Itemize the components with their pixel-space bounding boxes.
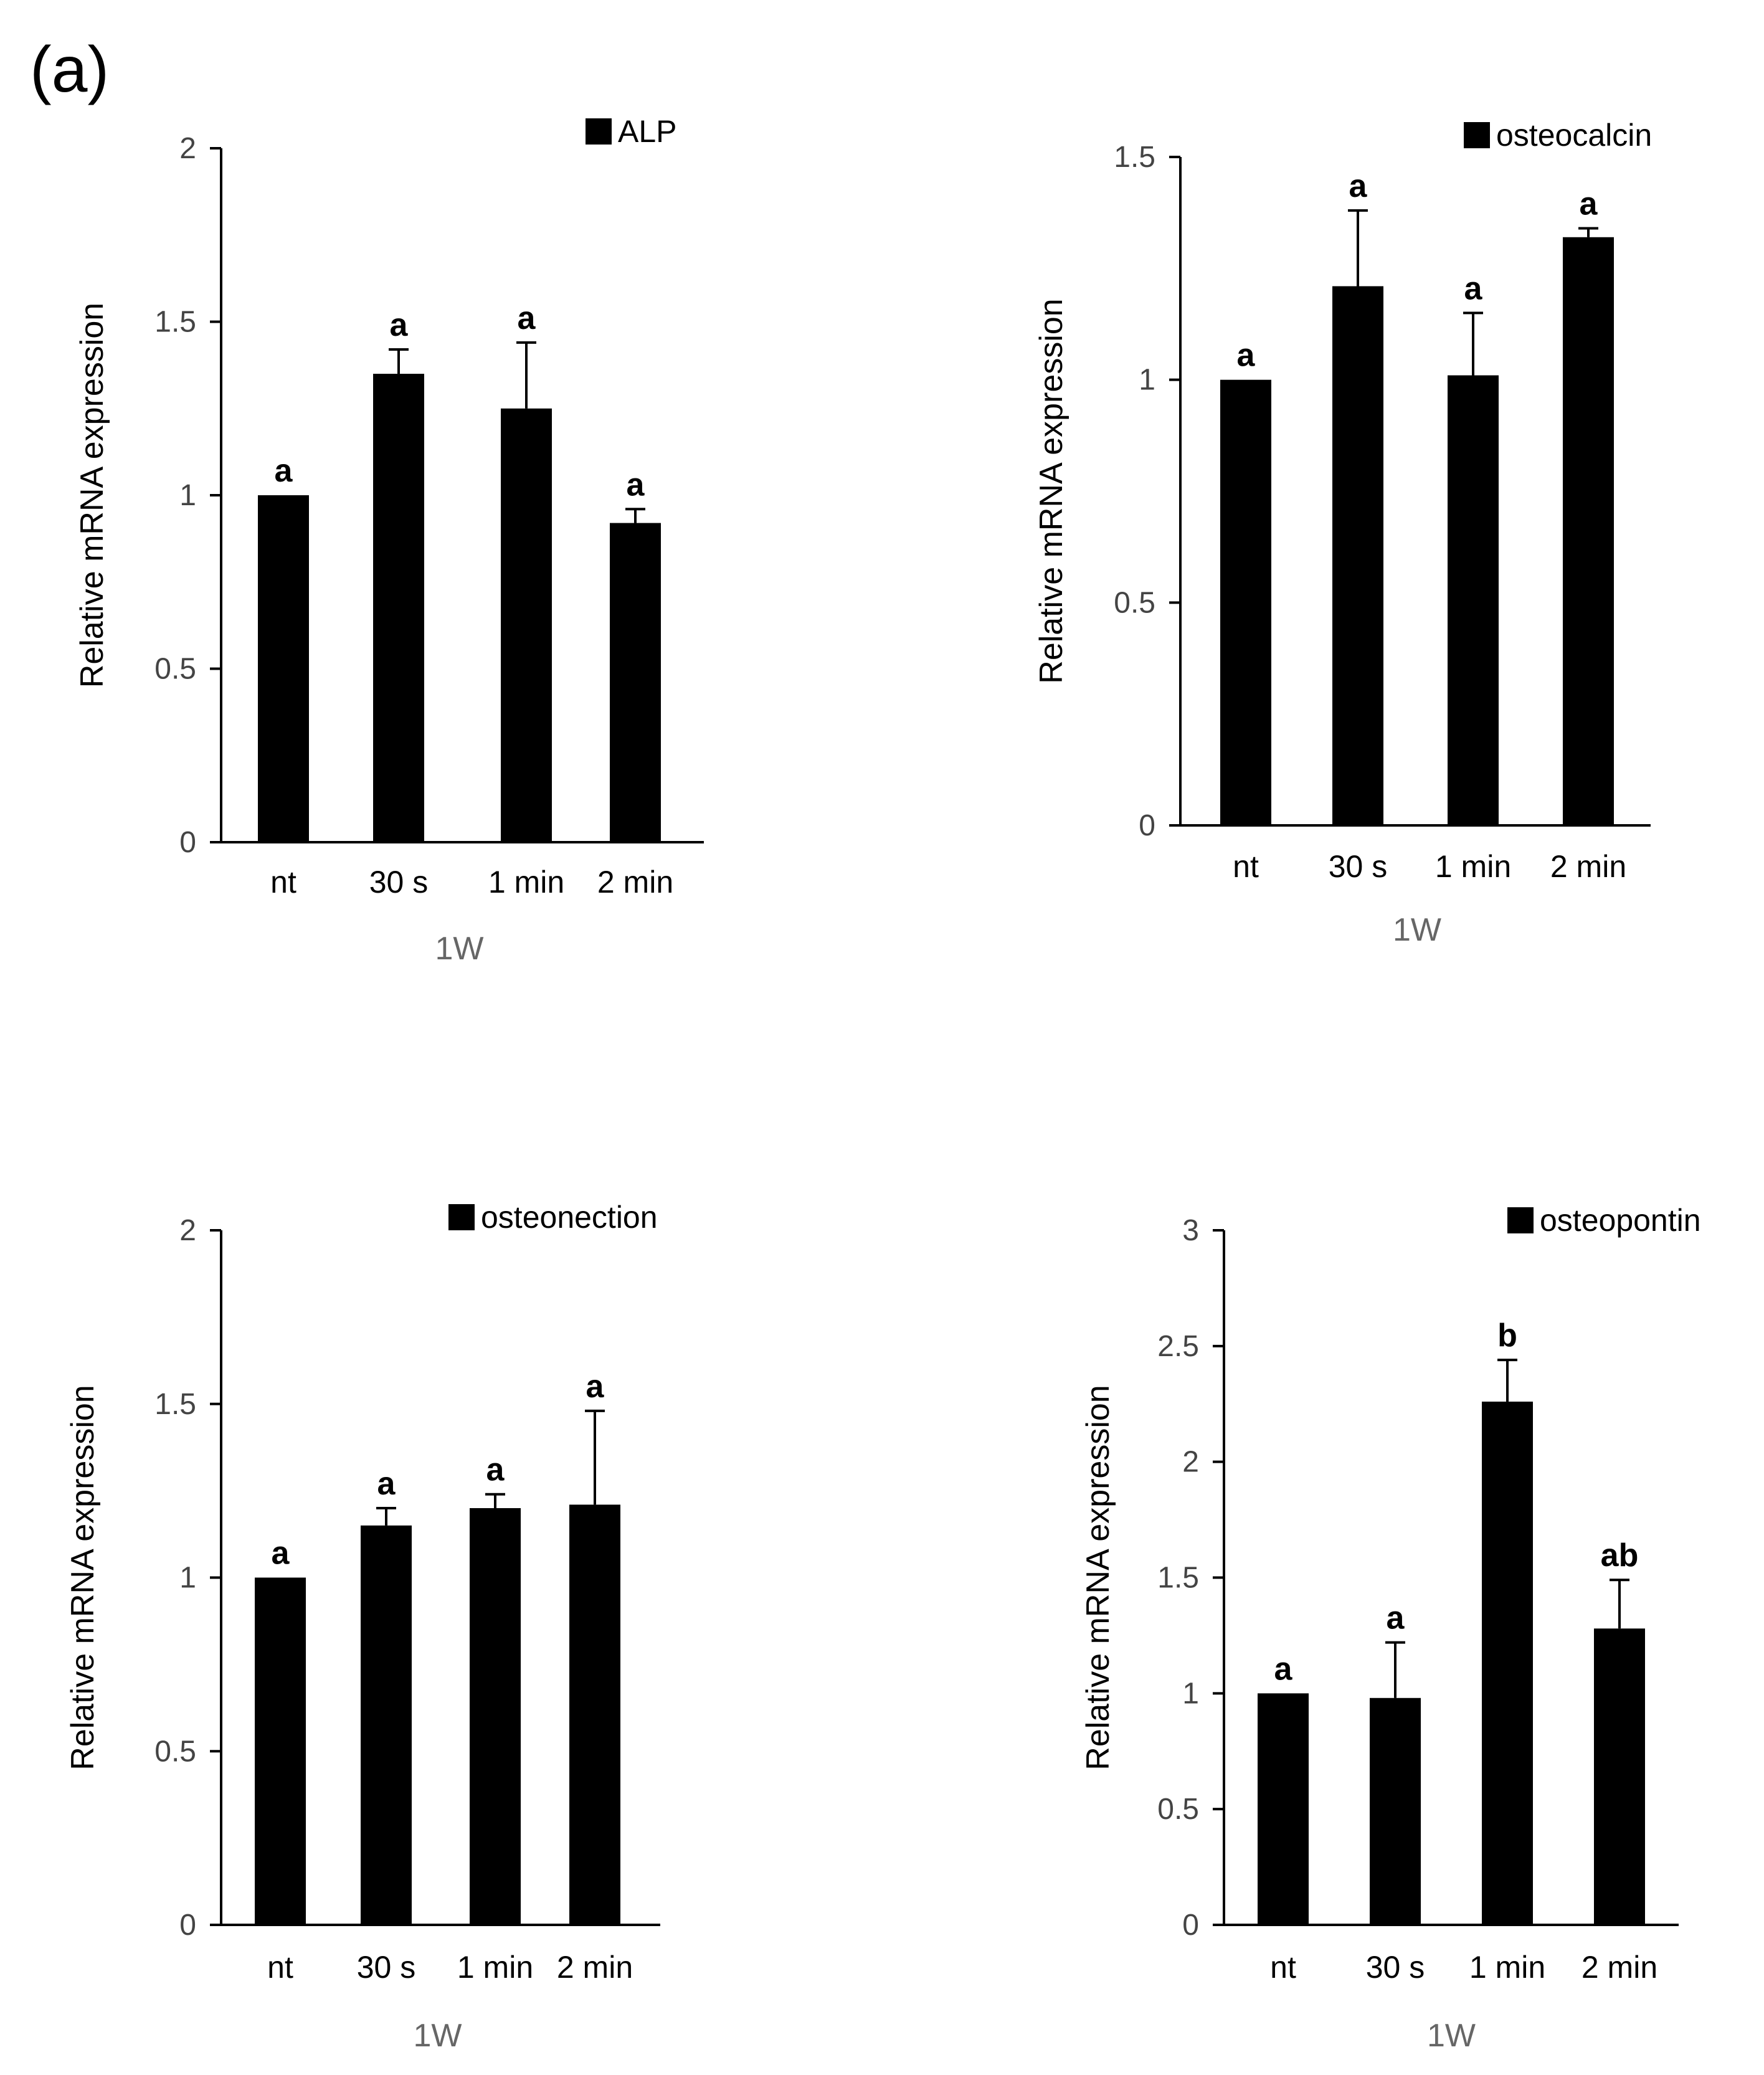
y-axis-label: Relative mRNA expression xyxy=(74,303,110,688)
bar xyxy=(255,1577,306,1925)
significance-label: a xyxy=(1237,338,1256,374)
category-label: 2 min xyxy=(557,1950,633,1985)
significance-label: a xyxy=(1580,186,1598,222)
bar xyxy=(258,495,309,842)
category-label: 2 min xyxy=(1550,849,1626,884)
bar xyxy=(1220,379,1271,825)
significance-label: a xyxy=(272,1536,290,1572)
y-tick-label: 2 xyxy=(1182,1446,1199,1479)
y-tick-label: 1.5 xyxy=(154,1388,196,1421)
y-tick-label: 1 xyxy=(1139,364,1155,397)
significance-label: a xyxy=(486,1452,505,1488)
legend-swatch xyxy=(448,1204,475,1230)
category-label: 1 min xyxy=(1435,849,1511,884)
category-label: 2 min xyxy=(1581,1950,1657,1985)
significance-label: a xyxy=(275,453,293,489)
y-tick-label: 2.5 xyxy=(1157,1330,1199,1363)
significance-label: a xyxy=(518,300,536,336)
y-tick-label: 1 xyxy=(179,479,196,512)
significance-label: a xyxy=(1464,270,1483,306)
bar xyxy=(470,1508,521,1925)
bar xyxy=(1482,1402,1533,1925)
category-label: 30 s xyxy=(357,1950,416,1985)
y-tick-label: 1.5 xyxy=(1157,1562,1199,1595)
category-label: 1 min xyxy=(1469,1950,1545,1985)
legend-label: osteocalcin xyxy=(1496,118,1652,153)
legend-swatch xyxy=(1464,122,1490,148)
y-tick-label: 0.5 xyxy=(1114,586,1155,619)
y-tick-label: 0 xyxy=(179,826,196,859)
significance-label: a xyxy=(627,467,645,503)
significance-label: a xyxy=(1274,1651,1293,1687)
significance-label: a xyxy=(1349,168,1368,204)
category-label: 30 s xyxy=(369,865,429,900)
y-tick-label: 2 xyxy=(179,132,196,165)
category-label: nt xyxy=(270,865,296,900)
panel-label: (a) xyxy=(30,34,110,106)
significance-label: a xyxy=(586,1369,605,1405)
category-label: 1 min xyxy=(457,1950,533,1985)
category-label: 30 s xyxy=(1329,849,1388,884)
y-tick-label: 1.5 xyxy=(1114,141,1155,174)
y-axis-label: Relative mRNA expression xyxy=(1033,298,1069,683)
y-tick-label: 2 xyxy=(179,1214,196,1247)
x-axis-label: 1W xyxy=(1393,912,1441,948)
category-label: nt xyxy=(267,1950,293,1985)
y-tick-label: 1.5 xyxy=(154,306,196,339)
bar xyxy=(1332,286,1383,825)
bar xyxy=(1258,1693,1309,1925)
bar xyxy=(1448,375,1499,825)
y-axis-label: Relative mRNA expression xyxy=(65,1385,101,1770)
y-tick-label: 0 xyxy=(1182,1909,1199,1942)
y-tick-label: 0.5 xyxy=(154,653,196,686)
significance-label: a xyxy=(377,1466,396,1502)
y-tick-label: 0.5 xyxy=(1157,1793,1199,1826)
y-tick-label: 1 xyxy=(1182,1677,1199,1710)
category-label: nt xyxy=(1270,1950,1296,1985)
y-tick-label: 0.5 xyxy=(154,1735,196,1768)
x-axis-label: 1W xyxy=(414,2018,462,2054)
bar xyxy=(610,523,661,842)
y-tick-label: 0 xyxy=(1139,809,1155,842)
bar xyxy=(373,374,424,842)
y-tick-label: 3 xyxy=(1182,1214,1199,1247)
significance-label: a xyxy=(1387,1600,1405,1636)
bar xyxy=(501,408,552,842)
bar xyxy=(1370,1698,1421,1925)
significance-label: b xyxy=(1497,1318,1517,1354)
bar xyxy=(361,1525,412,1925)
legend-label: osteonection xyxy=(481,1200,658,1235)
x-axis-label: 1W xyxy=(1427,2018,1476,2054)
y-tick-label: 1 xyxy=(179,1562,196,1595)
bar xyxy=(1594,1628,1645,1925)
bar xyxy=(1563,237,1614,825)
x-axis-label: 1W xyxy=(435,931,484,967)
significance-label: a xyxy=(390,307,409,343)
category-label: nt xyxy=(1233,849,1259,884)
category-label: 2 min xyxy=(597,865,673,900)
category-label: 30 s xyxy=(1366,1950,1425,1985)
legend-label: ALP xyxy=(618,114,677,149)
legend-label: osteopontin xyxy=(1540,1203,1701,1238)
significance-label: ab xyxy=(1601,1537,1639,1574)
bar xyxy=(569,1504,620,1925)
y-axis-label: Relative mRNA expression xyxy=(1080,1385,1116,1770)
y-tick-label: 0 xyxy=(179,1909,196,1942)
legend-swatch xyxy=(586,118,612,145)
legend-swatch xyxy=(1507,1207,1534,1233)
category-label: 1 min xyxy=(488,865,564,900)
